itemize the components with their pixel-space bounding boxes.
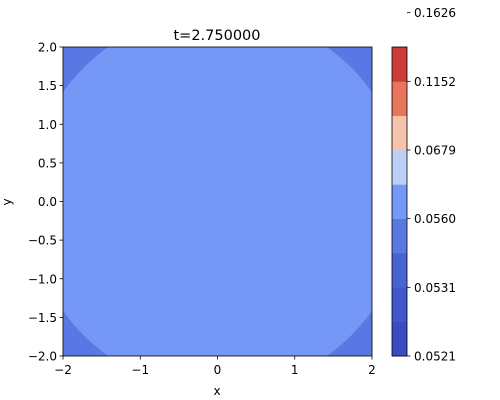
y-tick-label: 1.5	[38, 79, 57, 93]
x-tick-label: 2	[368, 363, 376, 377]
y-axis-label: y	[0, 198, 14, 205]
colorbar-band	[392, 321, 407, 357]
x-tick-label: −1	[131, 363, 149, 377]
colorbar-tick-label: 0.0679	[414, 144, 456, 158]
y-tick-label: −1.5	[28, 311, 57, 325]
center-region	[63, 47, 372, 356]
colorbar-band	[392, 150, 407, 185]
y-tick-label: 0.5	[38, 156, 57, 170]
y-tick-label: 2.0	[38, 41, 57, 55]
y-ticks: −2.0 −1.5 −1.0 −0.5 0.0 0.5 1.0 1.5 2.0	[28, 41, 63, 364]
x-tick-label: 0	[214, 363, 222, 377]
plot-area: −2 −1 0 1 2 −2.0 −1.5 −1.0 −0.5 0.0 0.5 1.0 1.5 2.0	[28, 41, 376, 378]
colorbar-band	[392, 115, 407, 151]
colorbar-tick-label: 0.0531	[414, 281, 456, 295]
colorbar-tick-label: 0.1626	[414, 6, 456, 20]
colorbar-band	[392, 287, 407, 323]
colorbar-tick-label: 0.0521	[414, 350, 456, 364]
colorbar-band	[392, 81, 407, 117]
y-tick-label: −0.5	[28, 234, 57, 248]
colorbar-tick-label: 0.1152	[414, 75, 456, 89]
x-axis-label: x	[213, 384, 220, 398]
x-tick-label: 1	[291, 363, 299, 377]
colorbar: 0.0521 0.0531 0.0560 0.0679 0.1152 0.1626	[391, 6, 456, 364]
colorbar-frame	[391, 46, 408, 357]
x-ticks: −2 −1 0 1 2	[54, 356, 376, 377]
colorbar-band	[392, 47, 407, 82]
chart-title: t=2.750000	[173, 28, 260, 44]
y-tick-label: −2.0	[28, 350, 57, 364]
colorbar-band	[392, 218, 407, 254]
y-tick-label: −1.0	[28, 272, 57, 286]
colorbar-band	[392, 253, 407, 288]
y-tick-label: 1.0	[38, 118, 57, 132]
y-tick-label: 0.0	[38, 195, 57, 209]
colorbar-band	[392, 184, 407, 220]
colorbar-tick-label: 0.0560	[414, 212, 456, 226]
x-tick-label: −2	[54, 363, 72, 377]
